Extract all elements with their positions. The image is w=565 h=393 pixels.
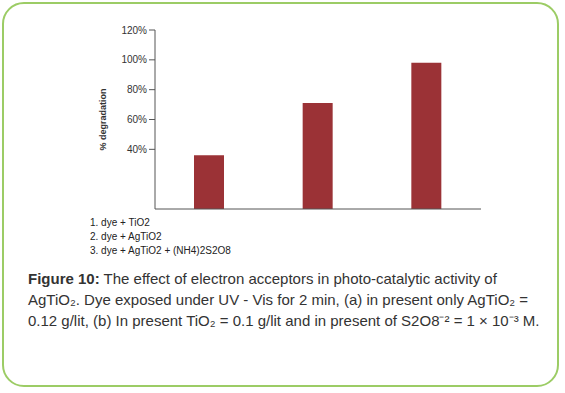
svg-text:100%: 100% (121, 54, 147, 65)
svg-text:60%: 60% (127, 114, 147, 125)
svg-text:40%: 40% (127, 144, 147, 155)
html-text:3. dye + AgTiO2 + (NH4)2S2O8: 3. dye + AgTiO2 + (NH4)2S2O8 (90, 245, 231, 256)
svg-text:% degradation: % degradation (98, 88, 108, 150)
svg-text:80%: 80% (127, 84, 147, 95)
html-text:2. dye + AgTiO2: 2. dye + AgTiO2 (90, 231, 162, 242)
html-text:Figure 10: The effect of elect: Figure 10: The effect of electron accept… (28, 270, 540, 329)
html-text:1. dye + TiO2: 1. dye + TiO2 (90, 217, 150, 228)
svg-text:120%: 120% (121, 25, 147, 36)
